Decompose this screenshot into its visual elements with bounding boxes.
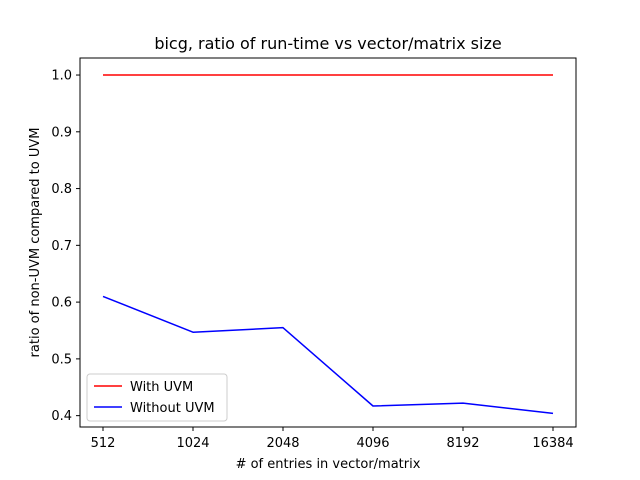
y-tick-label: 1.0 — [51, 69, 72, 84]
y-tick-label: 0.7 — [51, 239, 72, 254]
y-axis: 0.4 0.5 0.6 0.7 0.8 0.9 1.0 — [51, 69, 80, 424]
plot-area — [102, 74, 554, 415]
y-tick-label: 0.8 — [51, 182, 72, 197]
y-tick-label: 0.4 — [51, 409, 72, 424]
x-tick-label: 1024 — [176, 436, 209, 451]
y-tick-label: 0.5 — [51, 352, 72, 367]
y-tick-label: 0.6 — [51, 296, 72, 311]
axes-frame — [79, 57, 577, 428]
x-tick-label: 16384 — [532, 436, 573, 451]
x-axis-label: # of entries in vector/matrix — [236, 457, 421, 472]
y-tick-label: 0.9 — [51, 125, 72, 140]
legend-label-without-uvm: Without UVM — [130, 401, 215, 416]
series-line-without-uvm — [102, 295, 554, 415]
chart-title: bicg, ratio of run-time vs vector/matrix… — [154, 34, 501, 53]
x-tick-label: 8192 — [446, 436, 479, 451]
y-axis-label: ratio of non-UVM compared to UVM — [28, 128, 43, 358]
legend-label-with-uvm: With UVM — [130, 380, 193, 395]
x-tick-label: 2048 — [266, 436, 299, 451]
x-tick-label: 512 — [91, 436, 116, 451]
x-tick-label: 4096 — [356, 436, 389, 451]
x-axis: 512 1024 2048 4096 8192 16384 — [91, 427, 574, 451]
legend: With UVM Without UVM — [86, 373, 228, 422]
